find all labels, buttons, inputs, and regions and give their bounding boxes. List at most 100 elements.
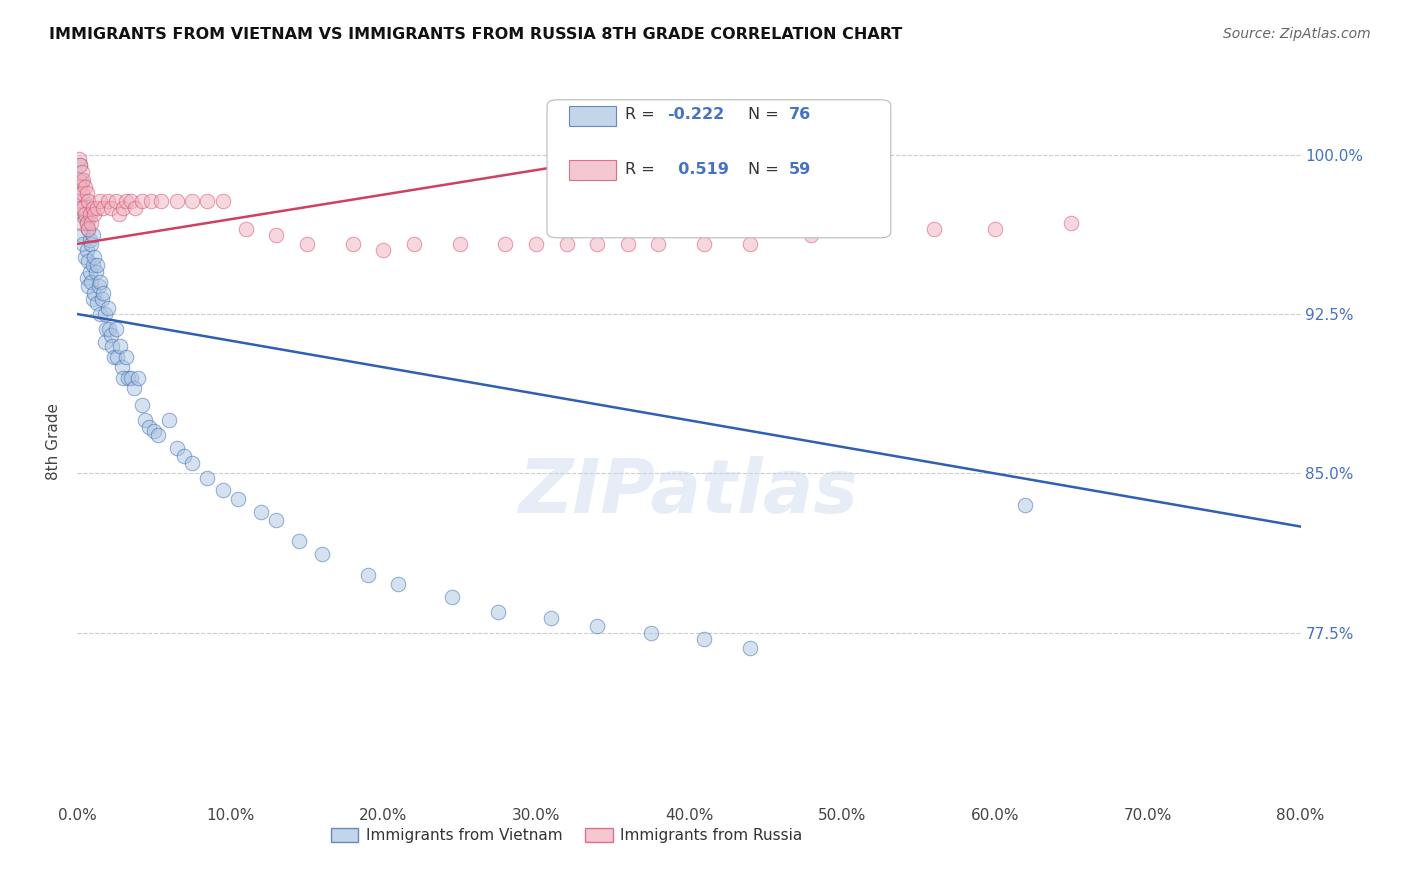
Point [100, 201, 122, 215]
Point [173, 450, 195, 464]
Point [70, 186, 93, 200]
Point [103, 350, 125, 364]
Text: ZIPatlas: ZIPatlas [519, 456, 859, 529]
Point [69, 207, 91, 221]
Point [124, 201, 146, 215]
Point [89, 307, 111, 321]
Point [693, 236, 716, 251]
Point [148, 428, 170, 442]
Point [922, 222, 945, 236]
Point [80, 236, 103, 251]
Point [94, 307, 117, 321]
Point [69, 158, 91, 172]
Point [211, 483, 233, 498]
Point [387, 577, 409, 591]
Point [112, 371, 135, 385]
Point [115, 194, 138, 209]
Point [76, 216, 98, 230]
Point [311, 547, 333, 561]
Point [800, 228, 823, 243]
Point [104, 194, 127, 209]
Point [555, 236, 578, 251]
Text: -0.222: -0.222 [666, 107, 724, 122]
Point [1014, 498, 1036, 512]
Point [98, 322, 121, 336]
Point [440, 590, 463, 604]
Point [105, 350, 128, 364]
Point [77, 253, 100, 268]
Point [211, 194, 233, 209]
FancyBboxPatch shape [547, 100, 891, 238]
Point [115, 350, 138, 364]
Point [195, 194, 218, 209]
Text: R =: R = [626, 107, 655, 122]
Point [86, 296, 108, 310]
Point [69, 201, 91, 215]
Point [181, 194, 204, 209]
Legend: Immigrants from Vietnam, Immigrants from Russia: Immigrants from Vietnam, Immigrants from… [325, 822, 808, 849]
Point [264, 228, 287, 243]
Point [80, 275, 103, 289]
Point [117, 371, 139, 385]
Text: 0.519: 0.519 [666, 161, 728, 177]
Point [82, 228, 104, 243]
Point [295, 236, 318, 251]
Point [70, 164, 93, 178]
Point [150, 194, 173, 209]
Point [96, 322, 118, 336]
Point [86, 258, 108, 272]
Point [79, 207, 101, 221]
Point [647, 236, 669, 251]
Point [127, 371, 149, 385]
Point [70, 175, 93, 189]
Text: N =: N = [748, 161, 779, 177]
Text: R =: R = [626, 161, 655, 177]
Point [83, 207, 105, 221]
Point [101, 339, 124, 353]
Point [97, 194, 120, 209]
Point [524, 236, 547, 251]
Point [72, 236, 94, 251]
Point [76, 271, 98, 285]
Point [984, 222, 1007, 236]
Point [97, 301, 120, 315]
Point [82, 258, 104, 272]
Point [67, 173, 90, 187]
Point [586, 619, 609, 633]
Point [86, 201, 108, 215]
Point [100, 328, 122, 343]
Point [67, 194, 90, 209]
Point [357, 568, 380, 582]
Point [107, 207, 129, 221]
Point [77, 194, 100, 209]
Point [89, 194, 111, 209]
Bar [569, 105, 616, 126]
Point [77, 222, 100, 236]
Bar [569, 160, 616, 180]
Point [82, 292, 104, 306]
Point [250, 505, 273, 519]
Text: N =: N = [748, 107, 779, 122]
Point [73, 179, 96, 194]
Point [1060, 216, 1083, 230]
Text: Source: ZipAtlas.com: Source: ZipAtlas.com [1223, 27, 1371, 41]
Point [371, 244, 394, 258]
Point [67, 152, 90, 166]
Point [131, 398, 153, 412]
Point [73, 211, 96, 226]
Point [70, 228, 93, 243]
Point [120, 194, 142, 209]
Point [342, 236, 364, 251]
Point [740, 640, 762, 655]
Point [138, 419, 160, 434]
Point [82, 201, 104, 215]
Point [79, 233, 101, 247]
Point [134, 413, 156, 427]
Point [77, 279, 100, 293]
Point [486, 605, 509, 619]
Point [195, 470, 218, 484]
Point [73, 207, 96, 221]
Point [76, 216, 98, 230]
Text: 76: 76 [789, 107, 811, 122]
Point [87, 279, 110, 293]
